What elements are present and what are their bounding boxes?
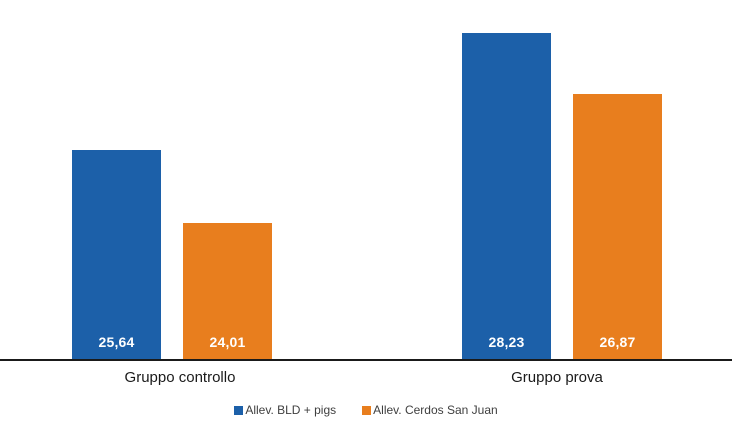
bar-allev-cerdos-san-juan-gruppo-prova: 26,87: [573, 94, 662, 359]
bar-value-label: 26,87: [599, 334, 636, 350]
bar-allev-bld-pigs-gruppo-controllo: 25,64: [72, 150, 161, 359]
legend-swatch-blue-icon: [234, 405, 244, 415]
x-axis-line: [0, 359, 732, 361]
legend-swatch-orange-icon: [362, 405, 372, 415]
bar-allev-cerdos-san-juan-gruppo-controllo: 24,01: [183, 223, 272, 359]
legend-label-allev-bld-pigs: Allev. BLD + pigs: [245, 403, 337, 417]
category-label-gruppo-prova: Gruppo prova: [511, 369, 603, 386]
bar-allev-bld-pigs-gruppo-prova: 28,23: [462, 33, 551, 359]
bar-value-label: 24,01: [209, 334, 246, 350]
legend-item-allev-bld-pigs: Allev. BLD + pigs: [234, 403, 336, 417]
bar-value-label: 25,64: [98, 334, 135, 350]
legend-label-allev-cerdos-san-juan: Allev. Cerdos San Juan: [373, 403, 498, 417]
category-label-gruppo-controllo: Gruppo controllo: [124, 369, 236, 386]
legend-item-allev-cerdos-san-juan: Allev. Cerdos San Juan: [362, 403, 498, 417]
bar-value-label: 28,23: [488, 334, 525, 350]
legend: Allev. BLD + pigs Allev. Cerdos San Juan: [0, 403, 732, 417]
